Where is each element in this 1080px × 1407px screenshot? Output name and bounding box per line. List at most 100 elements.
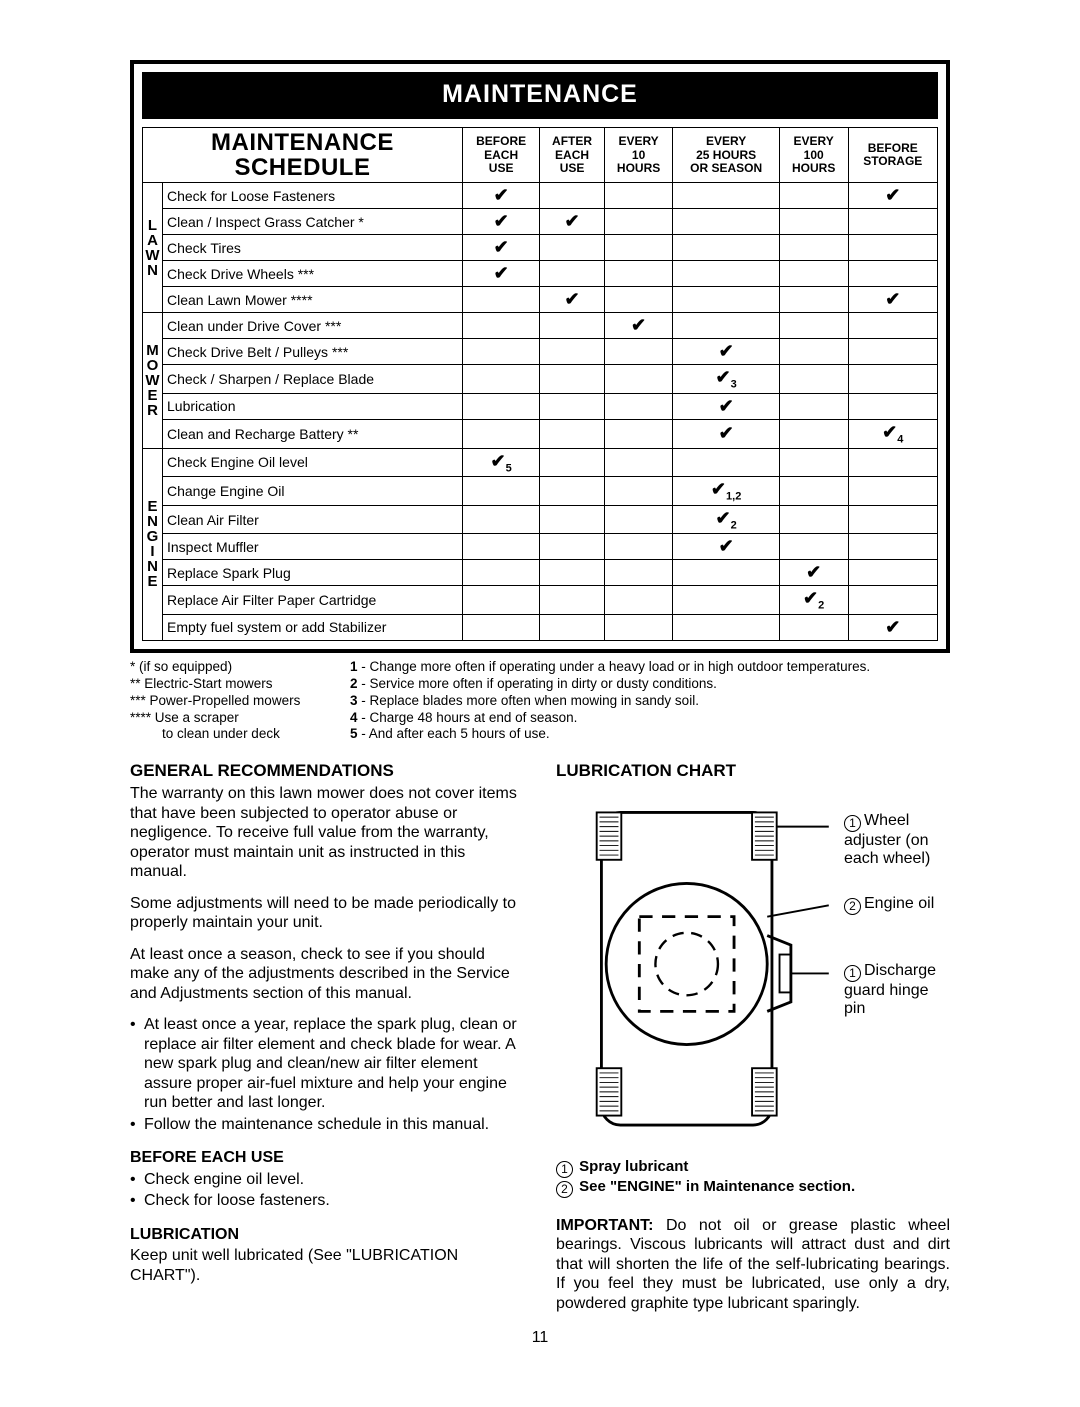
check-cell — [462, 505, 539, 534]
gen-bullets: At least once a year, replace the spark … — [130, 1015, 524, 1134]
gen-p1: The warranty on this lawn mower does not… — [130, 784, 524, 882]
table-row: Clean Air Filter ✔2 — [143, 505, 938, 534]
check-cell: ✔ — [673, 534, 779, 560]
check-cell — [779, 235, 848, 261]
check-cell — [848, 209, 937, 235]
check-cell: ✔5 — [462, 448, 539, 477]
check-cell — [848, 586, 937, 615]
table-row: MOWERClean under Drive Cover ***✔ — [143, 313, 938, 339]
gen-p2: Some adjustments will need to be made pe… — [130, 894, 524, 933]
check-cell — [604, 393, 673, 419]
important-note: IMPORTANT: Do not oil or grease plastic … — [556, 1216, 950, 1314]
row-label: Inspect Muffler — [163, 534, 463, 560]
row-label: Change Engine Oil — [163, 477, 463, 506]
table-row: Replace Air Filter Paper Cartridge✔2 — [143, 586, 938, 615]
maintenance-header: MAINTENANCE — [142, 72, 938, 119]
table-row: Check Drive Wheels ***✔ — [143, 261, 938, 287]
lubrication-chart: 1Wheel adjuster (on each wheel) 2Engine … — [556, 784, 950, 1150]
check-cell: ✔ — [462, 183, 539, 209]
row-label: Clean Air Filter — [163, 505, 463, 534]
check-cell: ✔3 — [673, 365, 779, 394]
row-label: Replace Air Filter Paper Cartridge — [163, 586, 463, 615]
footnotes-left: * (if so equipped)** Electric-Start mowe… — [130, 659, 330, 743]
table-row: ENGINECheck Engine Oil level✔5 — [143, 448, 938, 477]
check-cell — [673, 586, 779, 615]
check-cell — [604, 448, 673, 477]
check-cell — [673, 313, 779, 339]
check-cell — [604, 339, 673, 365]
check-cell — [673, 614, 779, 640]
table-row: LAWNCheck for Loose Fasteners✔✔ — [143, 183, 938, 209]
row-label: Check Drive Wheels *** — [163, 261, 463, 287]
check-cell — [462, 586, 539, 615]
col-before-storage: BEFORESTORAGE — [848, 128, 937, 183]
check-cell — [673, 209, 779, 235]
maintenance-schedule-table: MAINTENANCE SCHEDULE BEFOREEACHUSE AFTER… — [142, 127, 938, 641]
footnote-left: to clean under deck — [130, 726, 330, 743]
table-row: Check Tires✔ — [143, 235, 938, 261]
check-cell — [540, 183, 604, 209]
check-cell — [540, 477, 604, 506]
check-cell — [604, 261, 673, 287]
row-label: Clean and Recharge Battery ** — [163, 419, 463, 448]
check-cell — [604, 560, 673, 586]
check-cell — [604, 365, 673, 394]
check-cell: ✔ — [848, 614, 937, 640]
before-bullet-1: Check engine oil level. — [144, 1170, 524, 1190]
check-cell — [779, 448, 848, 477]
callout-oil: 2Engine oil — [844, 895, 934, 915]
check-cell — [540, 393, 604, 419]
check-cell — [848, 339, 937, 365]
footnote-left: **** Use a scraper — [130, 710, 330, 727]
check-cell: ✔4 — [848, 419, 937, 448]
row-label: Lubrication — [163, 393, 463, 419]
check-cell — [462, 560, 539, 586]
check-cell — [779, 505, 848, 534]
gen-bullet-1: At least once a year, replace the spark … — [144, 1015, 524, 1113]
check-cell — [848, 534, 937, 560]
row-label: Empty fuel system or add Stabilizer — [163, 614, 463, 640]
table-row: Inspect Muffler ✔ — [143, 534, 938, 560]
check-cell: ✔1,2 — [673, 477, 779, 506]
check-cell — [673, 287, 779, 313]
check-cell: ✔ — [673, 393, 779, 419]
check-cell — [604, 586, 673, 615]
row-label: Clean under Drive Cover *** — [163, 313, 463, 339]
table-row: Check / Sharpen / Replace Blade ✔3 — [143, 365, 938, 394]
footnote-left: *** Power-Propelled mowers — [130, 693, 330, 710]
check-cell — [779, 477, 848, 506]
check-cell — [779, 534, 848, 560]
check-cell — [604, 505, 673, 534]
table-row: Clean Lawn Mower ****✔✔ — [143, 287, 938, 313]
check-cell — [540, 419, 604, 448]
col-every-25: EVERY25 HOURSOR SEASON — [673, 128, 779, 183]
check-cell — [604, 235, 673, 261]
lubrication-chart-heading: LUBRICATION CHART — [556, 761, 950, 782]
schedule-title-line2: SCHEDULE — [234, 154, 370, 181]
footnote-right: 4 - Charge 48 hours at end of season. — [350, 710, 950, 727]
callout-discharge: 1Discharge guard hinge pin — [844, 962, 950, 1019]
check-cell: ✔2 — [673, 505, 779, 534]
check-cell — [673, 235, 779, 261]
check-cell — [462, 477, 539, 506]
row-label: Check Drive Belt / Pulleys *** — [163, 339, 463, 365]
footnote-right: 1 - Change more often if operating under… — [350, 659, 950, 676]
table-row: Empty fuel system or add Stabilizer ✔ — [143, 614, 938, 640]
check-cell — [540, 534, 604, 560]
check-cell — [462, 534, 539, 560]
check-cell — [540, 365, 604, 394]
check-cell: ✔ — [462, 235, 539, 261]
check-cell — [604, 209, 673, 235]
check-cell — [848, 560, 937, 586]
callout-wheel: 1Wheel adjuster (on each wheel) — [844, 812, 950, 869]
check-cell — [604, 419, 673, 448]
lubrication-heading: LUBRICATION — [130, 1225, 524, 1245]
footnote-left: ** Electric-Start mowers — [130, 676, 330, 693]
check-cell — [540, 235, 604, 261]
check-cell — [604, 614, 673, 640]
row-label: Check / Sharpen / Replace Blade — [163, 365, 463, 394]
legend-2: See "ENGINE" in Maintenance section. — [579, 1178, 855, 1195]
check-cell — [604, 287, 673, 313]
check-cell — [540, 560, 604, 586]
page-number: 11 — [130, 1329, 950, 1347]
